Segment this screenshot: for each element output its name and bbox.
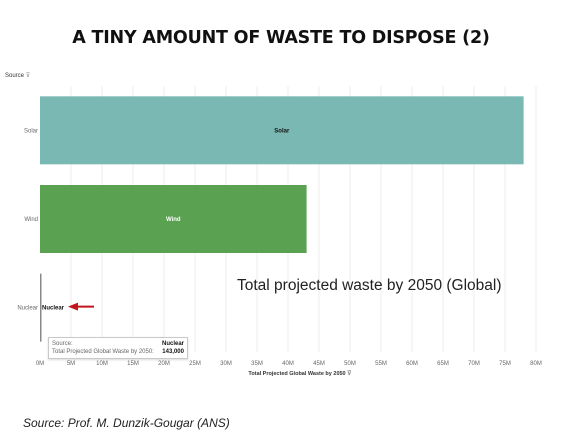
y-tick-label: Wind [24, 217, 38, 223]
x-tick-label: 45M [313, 361, 325, 367]
bar-nuclear[interactable] [40, 273, 42, 342]
data-label: Wind [166, 217, 181, 223]
x-tick-label: 40M [282, 361, 294, 367]
x-axis-title[interactable]: Total Projected Global Waste by 2050 ⊽ [0, 370, 562, 377]
annotation-note: Total projected waste by 2050 (Global) [237, 277, 502, 294]
x-tick-label: 65M [437, 361, 449, 367]
x-tick-label: 60M [406, 361, 418, 367]
data-label: Solar [274, 128, 290, 134]
sort-icon[interactable]: ⊽ [347, 371, 352, 377]
x-tick-label: 20M [158, 361, 170, 367]
y-axis-header-label: Source [5, 73, 25, 79]
x-tick-label: 0M [36, 361, 44, 367]
x-tick-label: 5M [67, 361, 75, 367]
x-tick-label: 15M [127, 361, 139, 367]
x-tick-label: 75M [499, 361, 511, 367]
tooltip-waste-value: 143,000 [162, 349, 184, 355]
bar-wind[interactable] [40, 185, 307, 253]
bar-solar[interactable] [40, 96, 524, 165]
page-title: A TINY AMOUNT OF WASTE TO DISPOSE (2) [72, 28, 490, 48]
data-label: Nuclear [42, 306, 65, 312]
x-axis-title-label: Total Projected Global Waste by 2050 [248, 371, 346, 377]
x-tick-label: 55M [375, 361, 387, 367]
tooltip: Source: Nuclear Total Projected Global W… [48, 337, 188, 359]
sort-icon[interactable]: ⊽ [25, 73, 31, 79]
x-tick-label: 30M [220, 361, 232, 367]
x-tick-label: 80M [530, 361, 542, 367]
x-tick-label: 50M [344, 361, 356, 367]
y-tick-label: Solar [24, 128, 38, 134]
y-axis-header[interactable]: Source ⊽ [5, 72, 30, 79]
source-credit: Source: Prof. M. Dunzik-Gougar (ANS) [23, 416, 230, 430]
x-tick-label: 10M [96, 361, 108, 367]
tooltip-source-value: Nuclear [161, 341, 184, 347]
x-tick-label: 35M [251, 361, 263, 367]
arrow-icon [68, 302, 78, 311]
x-tick-label: 25M [189, 361, 201, 367]
y-tick-label: Nuclear [17, 306, 38, 312]
tooltip-source-label: Source: [52, 341, 73, 347]
x-tick-label: 70M [468, 361, 480, 367]
tooltip-waste-label: Total Projected Global Waste by 2050: [52, 349, 154, 355]
